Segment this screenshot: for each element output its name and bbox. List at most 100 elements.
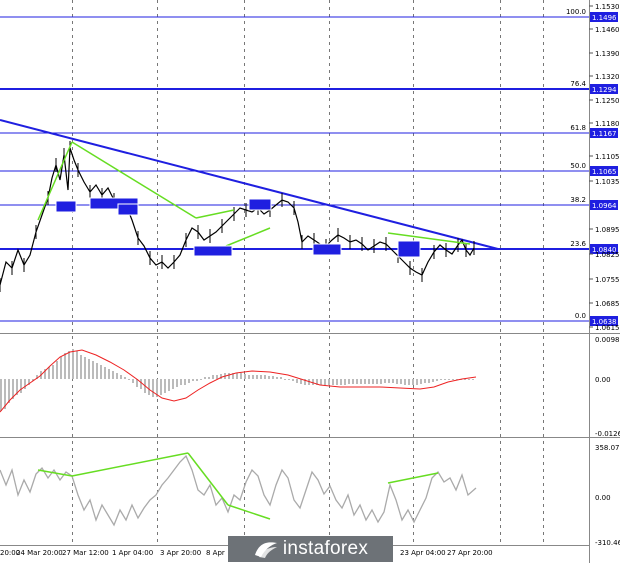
macd-histogram-bar <box>20 379 22 393</box>
macd-histogram-bar <box>148 379 150 395</box>
time-axis-label: 1 Apr 04:00 <box>112 549 153 557</box>
macd-histogram-bar <box>320 379 322 385</box>
divergence-line <box>37 141 73 221</box>
macd-histogram-bar <box>164 379 166 393</box>
macd-histogram-bar <box>364 379 366 384</box>
macd-histogram-bar <box>360 379 362 384</box>
fib-level-label: 100.0 <box>566 8 586 16</box>
macd-histogram-bar <box>352 379 354 384</box>
macd-histogram-bar <box>440 379 442 380</box>
macd-histogram-bar <box>88 359 90 379</box>
macd-histogram-bar <box>244 374 246 379</box>
macd-histogram-bar <box>252 375 254 379</box>
zone-marker <box>397 240 421 258</box>
macd-histogram-bar <box>468 379 470 380</box>
time-axis-label: 27 Apr 20:00 <box>447 549 493 557</box>
macd-histogram-bar <box>12 379 14 399</box>
macd-histogram-bar <box>304 379 306 385</box>
cci-axis-label: -310.462 <box>595 539 620 547</box>
macd-histogram-bar <box>344 379 346 385</box>
price-axis-label: 1.0685 <box>595 300 620 308</box>
macd-histogram-bar <box>44 369 46 379</box>
fib-level-label: 76.4 <box>570 80 586 88</box>
zone-marker <box>117 203 139 216</box>
macd-histogram-bar <box>472 379 474 380</box>
macd-histogram-bar <box>160 379 162 395</box>
macd-histogram-bar <box>0 379 2 411</box>
macd-histogram-bar <box>116 373 118 379</box>
macd-histogram-bar <box>156 379 158 397</box>
macd-histogram-bar <box>276 377 278 379</box>
macd-histogram-bar <box>36 375 38 379</box>
macd-histogram-bar <box>180 379 182 385</box>
price-axis-label: 1.1390 <box>595 50 620 58</box>
time-axis-label: 20:00 <box>0 549 20 557</box>
macd-histogram-bar <box>112 371 114 379</box>
macd-axis-label: 0.00981 <box>595 336 620 344</box>
watermark-text: instaforex <box>282 538 369 559</box>
macd-histogram-bar <box>172 379 174 389</box>
macd-histogram-bar <box>192 379 194 381</box>
price-series <box>0 147 475 286</box>
macd-histogram-bar <box>176 379 178 387</box>
fib-level-label: 50.0 <box>570 162 586 170</box>
instaforex-logo-icon <box>254 542 277 558</box>
fib-price-badge-value: 1.0638 <box>592 318 617 326</box>
macd-histogram-bar <box>260 375 262 379</box>
macd-histogram-bar <box>268 376 270 379</box>
macd-histogram-bar <box>228 373 230 379</box>
fib-level-label: 23.6 <box>570 240 586 248</box>
zone-marker <box>248 198 272 211</box>
macd-histogram-bar <box>300 379 302 384</box>
macd-histogram-bar <box>404 379 406 385</box>
macd-histogram-bar <box>324 379 326 385</box>
price-axis-label: 1.1460 <box>595 26 620 34</box>
macd-histogram-bar <box>80 355 82 379</box>
macd-histogram-bar <box>328 379 330 385</box>
macd-histogram-bar <box>372 379 374 384</box>
cci-divergence-line <box>227 504 271 520</box>
price-axis-label: 1.0825 <box>595 251 620 259</box>
macd-histogram-bar <box>128 379 130 380</box>
macd-histogram-bar <box>340 379 342 385</box>
macd-histogram-bar <box>336 379 338 385</box>
macd-histogram-bar <box>356 379 358 384</box>
macd-histogram-bar <box>232 373 234 379</box>
macd-signal-line <box>0 349 477 413</box>
descending-trendline <box>0 119 499 250</box>
price-axis-label: 1.0895 <box>595 226 620 234</box>
price-axis-label: 1.1105 <box>595 153 620 161</box>
macd-histogram-bar <box>332 379 334 385</box>
macd-histogram-bar <box>396 379 398 384</box>
macd-histogram-bar <box>8 379 10 403</box>
macd-histogram-bar <box>272 376 274 379</box>
macd-histogram-bar <box>124 377 126 379</box>
macd-histogram-bar <box>208 377 210 379</box>
macd-histogram-bar <box>64 353 66 379</box>
fib-price-badge <box>590 166 618 176</box>
macd-histogram-bar <box>216 375 218 379</box>
macd-histogram-bar <box>312 379 314 385</box>
time-axis-label: 27 Mar 12:00 <box>62 549 109 557</box>
macd-histogram-bar <box>16 379 18 395</box>
macd-histogram-bar <box>264 375 266 379</box>
fib-price-badge <box>590 12 618 22</box>
macd-histogram-bar <box>212 375 214 379</box>
macd-histogram-bar <box>448 379 450 380</box>
macd-histogram-bar <box>56 361 58 379</box>
fib-level-label: 0.0 <box>575 312 586 320</box>
cci-line <box>0 454 477 527</box>
macd-histogram-bar <box>100 365 102 379</box>
fib-price-badge <box>590 128 618 138</box>
macd-histogram-bar <box>316 379 318 385</box>
macd-histogram-bar <box>348 379 350 384</box>
macd-histogram-bar <box>388 379 390 383</box>
price-axis-label: 1.1250 <box>595 97 620 105</box>
watermark-logo: instaforex <box>228 536 393 562</box>
macd-histogram-bar <box>292 379 294 381</box>
macd-histogram-bar <box>444 379 446 380</box>
macd-histogram-bar <box>76 351 78 379</box>
macd-histogram-bar <box>456 379 458 380</box>
